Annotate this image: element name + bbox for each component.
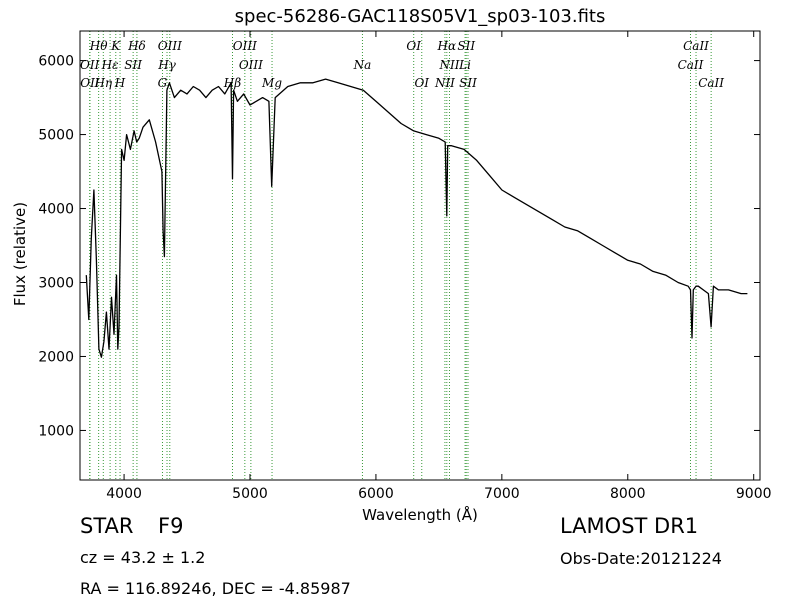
spectral-line-label: OII [80,76,100,90]
survey-name: LAMOST DR1 [560,514,699,538]
redshift-cz: cz = 43.2 ± 1.2 [80,548,206,567]
chart-title: spec-56286-GAC118S05V1_sp03-103.fits [234,6,606,27]
spectral-line-label: CaII [678,58,704,72]
spectrum-line [85,78,748,358]
object-subclass: F9 [158,514,184,538]
y-tick-label: 5000 [38,128,74,144]
spectral-line-label: K [110,39,121,53]
spectral-line-label: SII [124,58,142,72]
spectral-line-label: OII [80,58,100,72]
spectral-line-label: CaII [683,39,709,53]
object-class: STAR [80,514,134,538]
spectral-line-label: OI [414,76,429,90]
y-tick-label: 1000 [38,423,74,439]
spectral-line-label: Hγ [157,58,176,72]
spectral-line-label: NII [434,76,455,90]
y-tick-label: 2000 [38,349,74,365]
observation-date: Obs-Date:20121224 [560,549,722,568]
spectral-line-label: Hη [93,76,112,90]
spectral-line-label: SII [459,76,477,90]
spectral-line-label: Hδ [127,39,146,53]
spectral-line-label: Mg [261,76,282,90]
coordinates: RA = 116.89246, DEC = -4.85987 [80,579,351,598]
spectral-line-label: Hβ [223,76,241,90]
x-tick-label: 9000 [736,486,772,502]
y-tick-label: 3000 [38,275,74,291]
spectral-line-label: CaII [698,76,724,90]
spectral-line-label: Na [353,58,372,72]
spectral-line-label: Hε [101,58,119,72]
x-tick-label: 5000 [232,486,268,502]
spectral-line-label: OIII [158,39,182,53]
y-tick-label: 4000 [38,202,74,218]
spectral-line-label: OI [406,39,421,53]
x-axis-label: Wavelength (Å) [362,506,478,524]
plot-frame [79,30,761,481]
x-tick-label: 4000 [106,486,142,502]
spectral-line-label: OIII [239,58,263,72]
spectral-line-label: Li [458,58,471,72]
spectral-line-label: Hθ [89,39,108,53]
spectral-line-label: H [114,76,126,90]
x-tick-label: 7000 [484,486,520,502]
spectral-line-label: G [158,76,168,90]
y-axis-label: Flux (relative) [11,201,29,307]
spectral-line-label: Hα [437,39,457,53]
x-tick-label: 6000 [358,486,394,502]
x-tick-label: 8000 [610,486,646,502]
spectral-line-label: OIII [233,39,257,53]
spectral-line-label: SII [457,39,475,53]
spectral-line-label: NII [438,58,459,72]
y-tick-label: 6000 [38,54,74,70]
